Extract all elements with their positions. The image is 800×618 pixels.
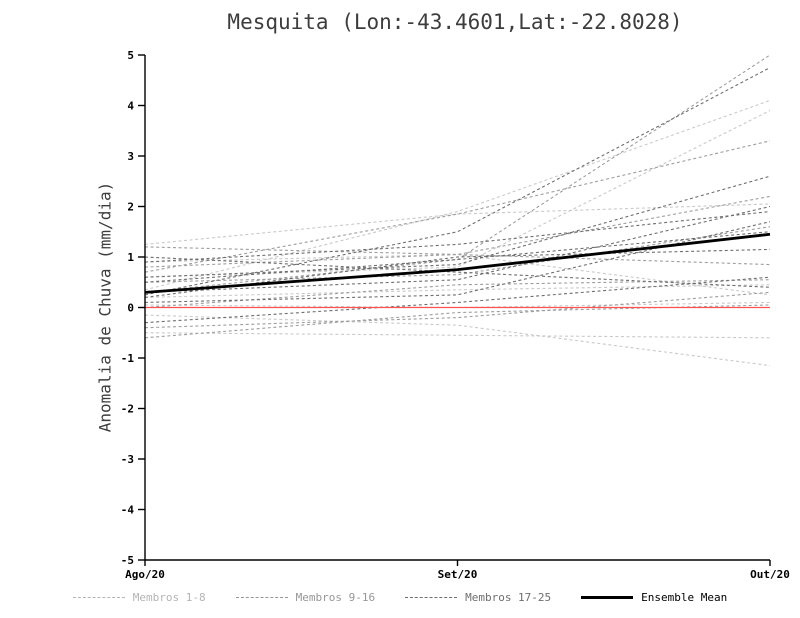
y-tick-label: 3 — [127, 150, 134, 163]
legend-label: Membros 17-25 — [465, 590, 552, 604]
ensemble-member-line — [144, 332, 771, 339]
ensemble-member-line — [144, 99, 771, 291]
y-tick-label: 5 — [127, 49, 134, 62]
x-tick-label: Set/20 — [438, 568, 478, 581]
y-tick-label: -4 — [121, 504, 135, 517]
y-tick-label: 4 — [127, 100, 134, 113]
y-tick-label: -1 — [121, 352, 135, 365]
ensemble-member-line — [144, 284, 771, 298]
dashed-line-sample-icon — [72, 596, 125, 598]
y-tick-label: -2 — [121, 403, 134, 416]
x-tick-label: Ago/20 — [125, 568, 165, 581]
ensemble-member-line — [144, 276, 771, 324]
dashed-line-sample-icon — [235, 596, 288, 598]
chart-title: Mesquita (Lon:-43.4601,Lat:-22.8028) — [227, 10, 683, 34]
y-tick-label: 2 — [127, 201, 134, 214]
ensemble-member-line — [144, 304, 771, 339]
ensemble-member-line — [144, 248, 771, 298]
legend-item-membros-17-25: Membros 17-25 — [405, 591, 551, 604]
ensemble-member-line — [144, 301, 771, 309]
ensemble-member-line — [144, 279, 771, 309]
ensemble-member-line — [144, 205, 771, 293]
legend-label: Ensemble Mean — [641, 590, 728, 604]
solid-line-sample-icon — [581, 595, 634, 599]
ensemble-member-line — [144, 231, 771, 283]
ensemble-member-line — [144, 246, 771, 266]
y-tick-label: -5 — [121, 554, 134, 567]
y-tick-label: -3 — [121, 453, 134, 466]
ensemble-member-line — [144, 67, 771, 296]
y-tick-label: 0 — [127, 302, 134, 315]
legend-item-membros-1-8: Membros 1-8 — [72, 590, 206, 604]
ensemble-member-line — [144, 256, 771, 288]
ensemble-member-line — [144, 226, 771, 283]
ensemble-member-line — [144, 110, 771, 278]
ensemble-member-line — [144, 203, 771, 245]
ensemble-member-line — [144, 291, 771, 329]
ensemble-mean-line — [144, 232, 771, 294]
dashed-line-sample-icon — [405, 596, 458, 598]
ensemble-member-line — [144, 175, 771, 278]
ensemble-member-line — [144, 253, 771, 296]
ensemble-member-line — [144, 221, 771, 303]
legend-label: Membros 1-8 — [132, 590, 206, 604]
ensemble-member-line — [144, 54, 771, 293]
chart-legend: Membros 1-8 Membros 9-16 Membros 17-25 E… — [0, 584, 800, 610]
legend-item-ensemble-mean: Ensemble Mean — [581, 591, 727, 604]
ensemble-member-line — [144, 211, 771, 263]
x-tick-label: Out/20 — [750, 568, 790, 581]
y-tick-label: 1 — [127, 251, 134, 264]
legend-item-membros-9-16: Membros 9-16 — [235, 590, 376, 604]
ensemble-member-line — [144, 314, 771, 367]
legend-label: Membros 9-16 — [295, 590, 376, 604]
